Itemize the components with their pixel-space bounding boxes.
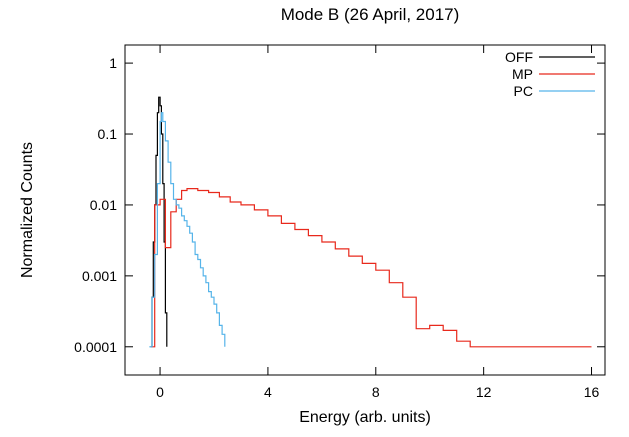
- series-layer: [149, 96, 592, 348]
- x-axis-label: Energy (arb. units): [299, 409, 431, 426]
- x-tick-label: 16: [584, 384, 600, 400]
- x-tick-label: 12: [476, 384, 492, 400]
- series-line-off: [150, 96, 168, 348]
- y-tick-label: 1: [109, 55, 117, 71]
- y-tick-label: 0.1: [98, 126, 118, 142]
- legend-label-mp: MP: [512, 66, 533, 82]
- x-tick-label: 4: [264, 384, 272, 400]
- legend-label-off: OFF: [505, 49, 533, 65]
- chart-title: Mode B (26 April, 2017): [281, 5, 460, 24]
- x-tick-label: 0: [156, 384, 164, 400]
- y-tick-label: 0.01: [90, 197, 117, 213]
- y-tick-label: 0.001: [82, 268, 117, 284]
- x-tick-label: 8: [372, 384, 380, 400]
- x-axis: 0 4 8 12 16: [156, 45, 600, 400]
- y-tick-label: 0.0001: [74, 339, 117, 355]
- legend-label-pc: PC: [514, 83, 533, 99]
- series-line-mp: [150, 188, 592, 348]
- series-line-pc: [149, 112, 226, 348]
- plot-frame: [124, 44, 606, 376]
- y-axis: 1 0.1 0.01 0.001 0.0001: [74, 55, 605, 355]
- y-axis-label: Normalized Counts: [19, 142, 36, 278]
